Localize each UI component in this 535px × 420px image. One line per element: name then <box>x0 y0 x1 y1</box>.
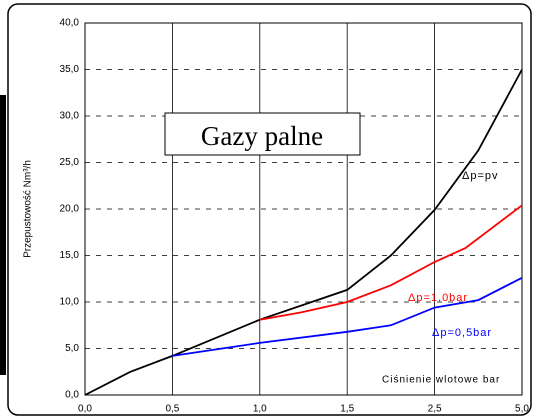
y-tick-label: 10,0 <box>60 297 80 308</box>
series-line <box>172 276 523 357</box>
y-tick-label: 25,0 <box>60 157 80 168</box>
x-axis-label: Ciśnienie wlotowe bar <box>382 375 500 386</box>
frame <box>7 3 532 416</box>
chart-title: Gazy palne <box>201 121 323 151</box>
y-tick-label: 15,0 <box>60 250 80 261</box>
x-tick-label: 1,5 <box>340 404 354 415</box>
x-tick-label: 5,0 <box>515 404 529 415</box>
y-tick-label: 35,0 <box>60 64 80 75</box>
x-tick-label: 0,0 <box>78 404 92 415</box>
y-tick-label: 30,0 <box>60 111 80 122</box>
plot-border <box>84 22 523 396</box>
y-tick-label: 40,0 <box>60 18 80 29</box>
x-tick-label: 0,5 <box>165 404 179 415</box>
y-axis-label: Przepustowość Nm³/h <box>23 160 34 258</box>
title-box <box>164 112 361 156</box>
series-label: Δp=1,0bar <box>408 292 468 304</box>
series-line <box>259 204 523 321</box>
y-tick-label: 0,0 <box>65 390 79 401</box>
y-tick-label: 5,0 <box>65 343 79 354</box>
series-label: Δp=0,5bar <box>432 327 492 339</box>
side-bar <box>0 95 6 375</box>
x-tick-label: 2,5 <box>428 404 442 415</box>
series-label: Δp=pv <box>462 170 499 182</box>
x-tick-label: 1,0 <box>253 404 267 415</box>
y-tick-label: 20,0 <box>60 204 80 215</box>
series-line <box>84 69 523 396</box>
